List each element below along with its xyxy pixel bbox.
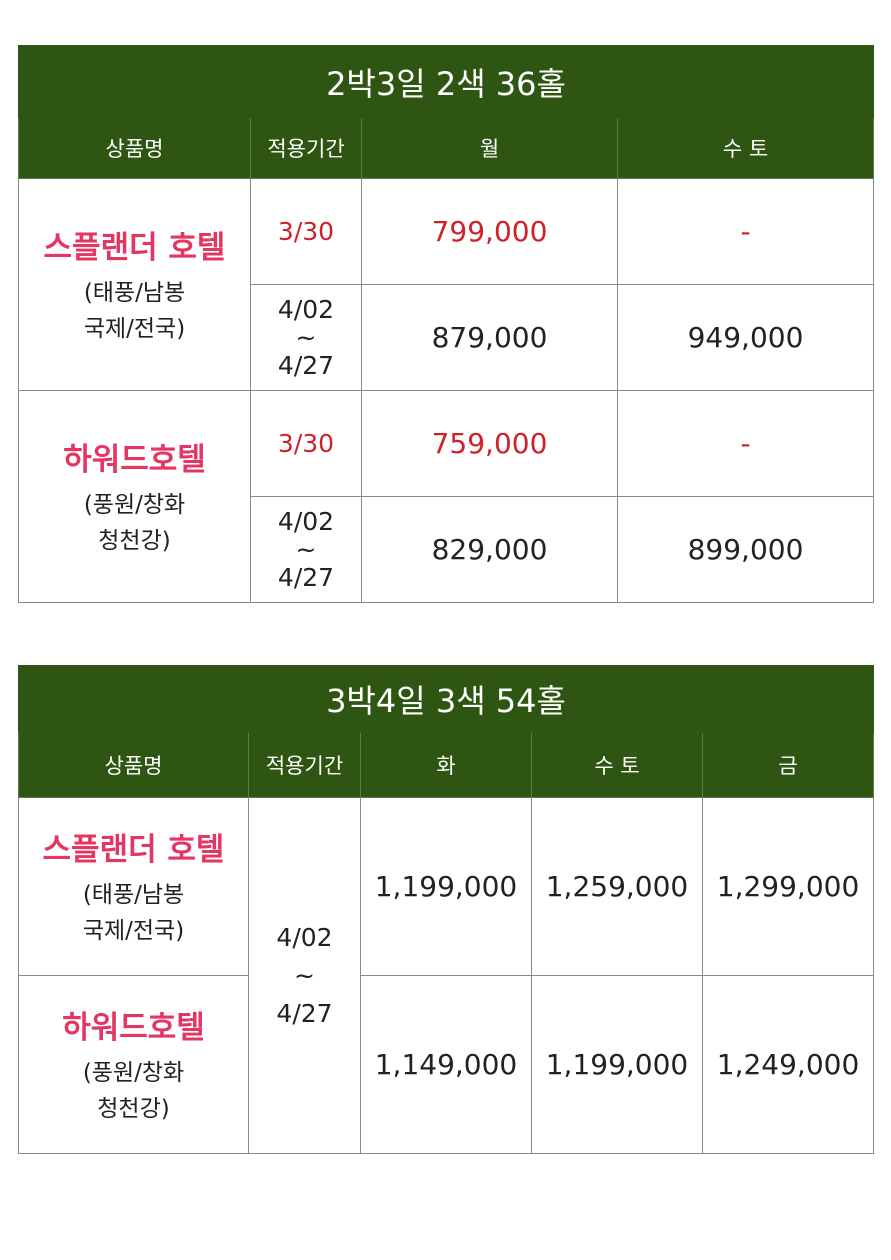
price: 1,259,000: [531, 797, 703, 976]
column-header: 상품명: [18, 732, 249, 798]
hotel-location: 국제/전국): [82, 918, 185, 944]
price: 1,199,000: [360, 797, 532, 976]
period-cell: 3/30: [250, 390, 362, 497]
price-row: 4/02 ~4/27 879,000 949,000: [19, 284, 875, 391]
period: 4/02: [277, 506, 335, 536]
period: 3/30: [277, 216, 335, 246]
price: 799,000: [361, 178, 618, 285]
price: -: [616, 390, 875, 497]
price: 1,299,000: [701, 797, 875, 976]
period-cell: 4/02 ~4/27: [250, 284, 362, 391]
column-header: 월: [361, 117, 618, 179]
hotel-location: 청천강): [97, 1096, 170, 1122]
column-header: 금: [701, 732, 875, 798]
hotel-location: (태풍/남봉: [83, 280, 186, 306]
price: 949,000: [616, 284, 875, 391]
period: 4/27: [276, 998, 333, 1028]
period-cell: 3/30: [250, 178, 362, 285]
price: 759,000: [361, 390, 618, 497]
period: 3/30: [277, 428, 335, 458]
period: ~: [294, 960, 315, 990]
hotel-location: (풍원/창화: [82, 1060, 185, 1086]
hotel-location: 청천강): [98, 528, 171, 554]
hotel-location: 국제/전국): [83, 316, 186, 342]
column-header: 상품명: [18, 117, 251, 179]
price: -: [616, 178, 875, 285]
period-cell: 4/02 ~4/27: [248, 797, 361, 1154]
period: 4/27: [277, 562, 335, 592]
period: 4/02: [277, 294, 335, 324]
header-row: 상품명 적용기간 월 수 토: [18, 117, 875, 179]
column-header: 적용기간: [250, 117, 362, 179]
price-row: 4/02 ~4/27 829,000 899,000: [19, 496, 875, 603]
hotel-name: 스플랜더 호텔: [42, 832, 225, 868]
hotel-location: (태풍/남봉: [82, 882, 185, 908]
column-header: 적용기간: [248, 732, 361, 798]
price: 1,249,000: [701, 975, 875, 1154]
hotel-name: 하워드호텔: [63, 442, 206, 478]
table-title: 3박4일 3색 54홀: [17, 665, 875, 733]
price: 899,000: [616, 496, 875, 603]
column-header: 화: [360, 732, 532, 798]
period: 4/27: [277, 350, 335, 380]
price: 829,000: [361, 496, 618, 603]
column-header: 수 토: [531, 732, 703, 798]
period-cell: 4/02 ~4/27: [250, 496, 362, 603]
table-title: 2박3일 2색 36홀: [17, 45, 875, 118]
price: 879,000: [361, 284, 618, 391]
price: 1,149,000: [360, 975, 532, 1154]
price-row: 스플랜더 호텔 (태풍/남봉 국제/전국) 4/02 ~4/27 1,199,000 1,2…: [18, 797, 875, 1154]
column-header: 수 토: [616, 117, 875, 179]
title-row: 2박3일 2색 36홀: [17, 45, 875, 118]
hotel-location: (풍원/창화: [83, 492, 186, 518]
period: ~: [295, 534, 317, 564]
period: 4/02: [276, 922, 333, 952]
title-row: 3박4일 3색 54홀: [17, 665, 875, 733]
price: 1,199,000: [531, 975, 703, 1154]
period: ~: [295, 322, 317, 352]
hotel-name: 하워드호텔: [62, 1010, 205, 1046]
hotel-name: 스플랜더 호텔: [43, 230, 226, 266]
